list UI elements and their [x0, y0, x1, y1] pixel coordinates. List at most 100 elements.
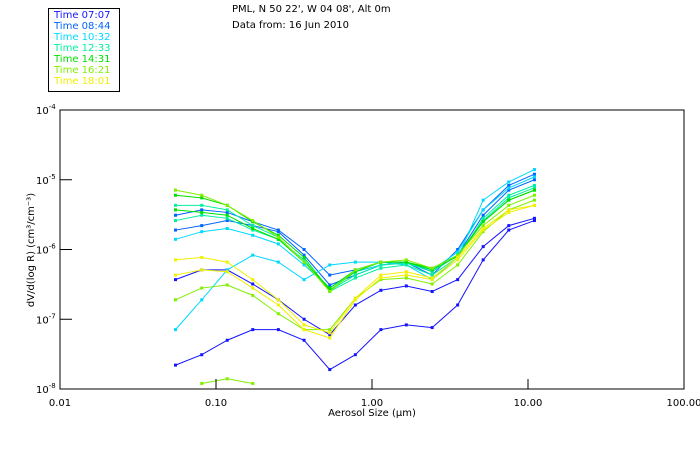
series-1233-6 — [173, 183, 536, 293]
data-point — [225, 216, 229, 220]
data-point — [379, 288, 383, 292]
data-point — [481, 230, 485, 234]
data-point — [251, 253, 255, 257]
data-point — [353, 270, 357, 274]
data-point — [225, 377, 229, 381]
data-point — [173, 237, 177, 241]
data-point — [251, 278, 255, 282]
data-point — [200, 213, 204, 217]
data-point — [404, 260, 408, 264]
data-point — [251, 227, 255, 231]
data-point — [302, 323, 306, 327]
data-point — [276, 230, 280, 234]
data-point — [328, 336, 332, 340]
data-point — [353, 260, 357, 264]
data-point — [276, 312, 280, 316]
data-point — [251, 233, 255, 237]
data-point — [481, 220, 485, 224]
data-point — [379, 263, 383, 267]
legend-entry-1: Time 08:44 — [54, 21, 111, 32]
data-point — [456, 253, 460, 257]
data-point — [251, 282, 255, 286]
data-point — [404, 276, 408, 280]
legend-entry-3: Time 12:33 — [54, 43, 111, 54]
y-tick-label: 10-8 — [36, 382, 56, 396]
data-point — [225, 260, 229, 264]
data-point — [200, 255, 204, 259]
data-point — [302, 328, 306, 332]
data-point — [430, 282, 434, 286]
data-point — [225, 219, 229, 223]
data-point — [456, 250, 460, 254]
data-point — [328, 263, 332, 267]
data-point — [481, 198, 485, 202]
data-point — [200, 224, 204, 228]
data-point — [507, 180, 511, 184]
data-point — [328, 368, 332, 372]
data-point — [302, 278, 306, 282]
data-point — [225, 208, 229, 212]
data-point — [251, 328, 255, 332]
data-point — [507, 186, 511, 190]
data-point — [404, 323, 408, 327]
legend-entry-4: Time 14:31 — [54, 54, 111, 65]
data-point — [430, 276, 434, 280]
y-tick-exponent: -4 — [49, 103, 57, 111]
data-point — [276, 260, 280, 264]
data-point — [225, 283, 229, 287]
plot-frame — [59, 109, 685, 390]
data-point — [532, 219, 536, 223]
data-point — [353, 273, 357, 277]
series-1621-10 — [173, 188, 536, 293]
y-tick-exponent: -5 — [49, 173, 56, 181]
data-point — [379, 276, 383, 280]
data-point — [379, 273, 383, 277]
legend-entry-5: Time 16:21 — [54, 65, 111, 76]
data-point — [225, 203, 229, 207]
data-point — [404, 270, 408, 274]
data-point — [481, 227, 485, 231]
y-tick-label: 10-5 — [36, 173, 56, 187]
data-point — [276, 235, 280, 239]
data-point — [302, 255, 306, 259]
data-point — [200, 203, 204, 207]
data-point — [481, 213, 485, 217]
data-point — [532, 183, 536, 187]
data-point — [507, 193, 511, 197]
data-point — [328, 283, 332, 287]
data-point — [328, 286, 332, 290]
data-point — [532, 203, 536, 207]
data-point — [532, 168, 536, 172]
data-point — [532, 172, 536, 176]
data-point — [507, 208, 511, 212]
data-point — [225, 268, 229, 272]
legend-entry-6: Time 18:01 — [54, 76, 111, 87]
data-point — [276, 228, 280, 232]
data-point — [328, 289, 332, 293]
data-point — [173, 273, 177, 277]
x-tick-label: 100.00 — [667, 398, 700, 409]
chart-subtitle: Data from: 16 Jun 2010 — [232, 20, 350, 31]
data-point — [251, 224, 255, 228]
series-line — [175, 220, 535, 371]
data-point — [456, 255, 460, 259]
data-point — [173, 213, 177, 217]
y-axis-label: dV/d(log R) (cm³/cm⁻³) — [26, 193, 37, 307]
data-point — [404, 284, 408, 288]
data-point — [353, 298, 357, 302]
data-point — [173, 228, 177, 232]
series-1801-14 — [173, 203, 536, 335]
data-point — [173, 219, 177, 223]
data-point — [251, 228, 255, 232]
data-point — [225, 227, 229, 231]
data-point — [200, 353, 204, 357]
data-point — [276, 233, 280, 237]
data-point — [276, 242, 280, 246]
data-point — [532, 175, 536, 179]
data-point — [481, 228, 485, 232]
data-point — [456, 263, 460, 267]
x-tick-label: 10.00 — [514, 398, 543, 409]
data-point — [173, 193, 177, 197]
data-point — [532, 188, 536, 192]
data-point — [456, 303, 460, 307]
